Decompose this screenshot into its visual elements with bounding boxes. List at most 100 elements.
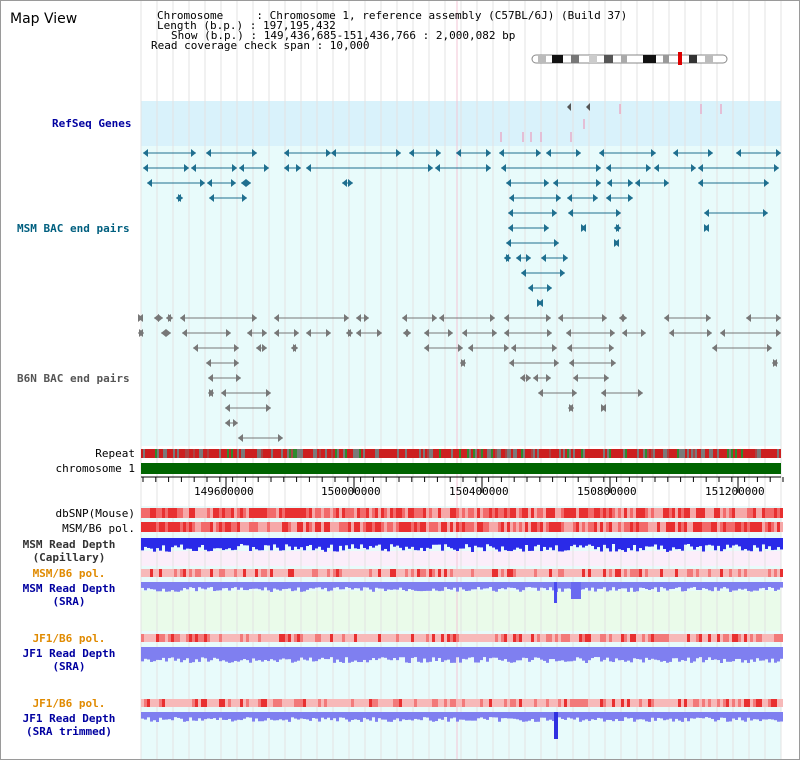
depth-bar (675, 647, 678, 659)
bac-end-arrow (234, 359, 239, 367)
bac-end-arrow (344, 314, 349, 322)
depth-bar (708, 538, 711, 545)
heat-cell (261, 699, 264, 707)
heat-cell (486, 508, 489, 518)
repeat-segment (475, 449, 477, 458)
repeat-segment (157, 449, 159, 458)
repeat-segment (297, 449, 299, 458)
depth-bar (435, 647, 438, 661)
heat-cell (273, 508, 276, 518)
heat-cell (411, 522, 414, 532)
depth-bar (498, 647, 501, 660)
heat-cell (570, 508, 573, 518)
heat-cell (303, 508, 306, 518)
depth-bar (489, 712, 492, 718)
depth-bar (597, 712, 600, 718)
heat-cell (612, 634, 615, 642)
repeat-segment (149, 449, 151, 458)
heat-cell (372, 508, 375, 518)
heat-cell (474, 634, 477, 642)
heat-cell (177, 634, 180, 642)
depth-bar (183, 647, 186, 661)
depth-bar (534, 538, 537, 547)
depth-bar (336, 712, 339, 722)
heat-cell (642, 634, 645, 642)
heat-cell (489, 569, 492, 577)
bac-end-arrow (706, 314, 711, 322)
heat-cell (693, 634, 696, 642)
depth-bar (180, 647, 183, 663)
depth-bar (261, 647, 264, 662)
depth-bar (714, 582, 717, 588)
depth-bar (324, 647, 327, 660)
heat-cell (540, 699, 543, 707)
depth-bar (567, 538, 570, 551)
heat-cell (342, 569, 345, 577)
heat-cell (567, 569, 570, 577)
heat-cell (204, 569, 207, 577)
axis-tick-label: 150400000 (449, 485, 509, 498)
repeat-segment (223, 449, 225, 458)
depth-bar (612, 647, 615, 663)
heat-cell (537, 522, 540, 532)
depth-bar (552, 712, 555, 722)
depth-bar (681, 647, 684, 661)
bac-end-arrow (546, 374, 551, 382)
depth-bar (426, 538, 429, 548)
depth-bar (219, 712, 222, 718)
repeat-segment (553, 449, 555, 458)
heat-cell (699, 634, 702, 642)
bac-end-arrow (669, 329, 674, 337)
depth-bar (528, 647, 531, 662)
heat-cell (348, 699, 351, 707)
heat-cell (372, 569, 375, 577)
depth-bar (747, 582, 750, 591)
heat-cell (465, 569, 468, 577)
depth-bar (381, 712, 384, 720)
repeat-segment (595, 449, 597, 458)
depth-bar (144, 538, 147, 547)
depth-bar (531, 582, 534, 588)
depth-bar (696, 712, 699, 718)
depth-bar (708, 647, 711, 658)
heat-cell (339, 699, 342, 707)
msm-bac-track-label[interactable]: MSM BAC end pairs (17, 222, 130, 235)
heat-cell (267, 522, 270, 532)
depth-bar (261, 582, 264, 591)
heat-cell (750, 699, 753, 707)
heat-cell (330, 569, 333, 577)
repeat-segment (669, 449, 671, 458)
heat-cell (702, 508, 705, 518)
heat-cell (549, 699, 552, 707)
repeat-segment (243, 449, 245, 458)
depth-bar (366, 647, 369, 663)
depth-bar (651, 538, 654, 547)
repeat-segment (447, 449, 449, 458)
heat-cell (615, 569, 618, 577)
heat-cell (324, 569, 327, 577)
heat-cell (522, 569, 525, 577)
heat-cell (249, 634, 252, 642)
depth-bar (729, 582, 732, 592)
depth-bar (333, 647, 336, 663)
heat-cell (711, 508, 714, 518)
depth-bar (222, 647, 225, 661)
depth-bar (228, 712, 231, 719)
depth-bar (531, 538, 534, 551)
repeat-segment (477, 449, 479, 458)
depth-bar (375, 538, 378, 546)
repeat-segment (607, 449, 609, 458)
depth-bar (399, 582, 402, 588)
heat-cell (162, 522, 165, 532)
depth-bar (513, 538, 516, 550)
depth-bar (258, 647, 261, 661)
heat-cell (441, 508, 444, 518)
heat-cell (618, 508, 621, 518)
repeat-segment (485, 449, 487, 458)
heat-cell (204, 508, 207, 518)
b6n-bac-track-label[interactable]: B6N BAC end pairs (17, 372, 130, 385)
heat-cell (243, 699, 246, 707)
heat-cell (696, 569, 699, 577)
refseq-track-label[interactable]: RefSeq Genes (52, 117, 132, 130)
